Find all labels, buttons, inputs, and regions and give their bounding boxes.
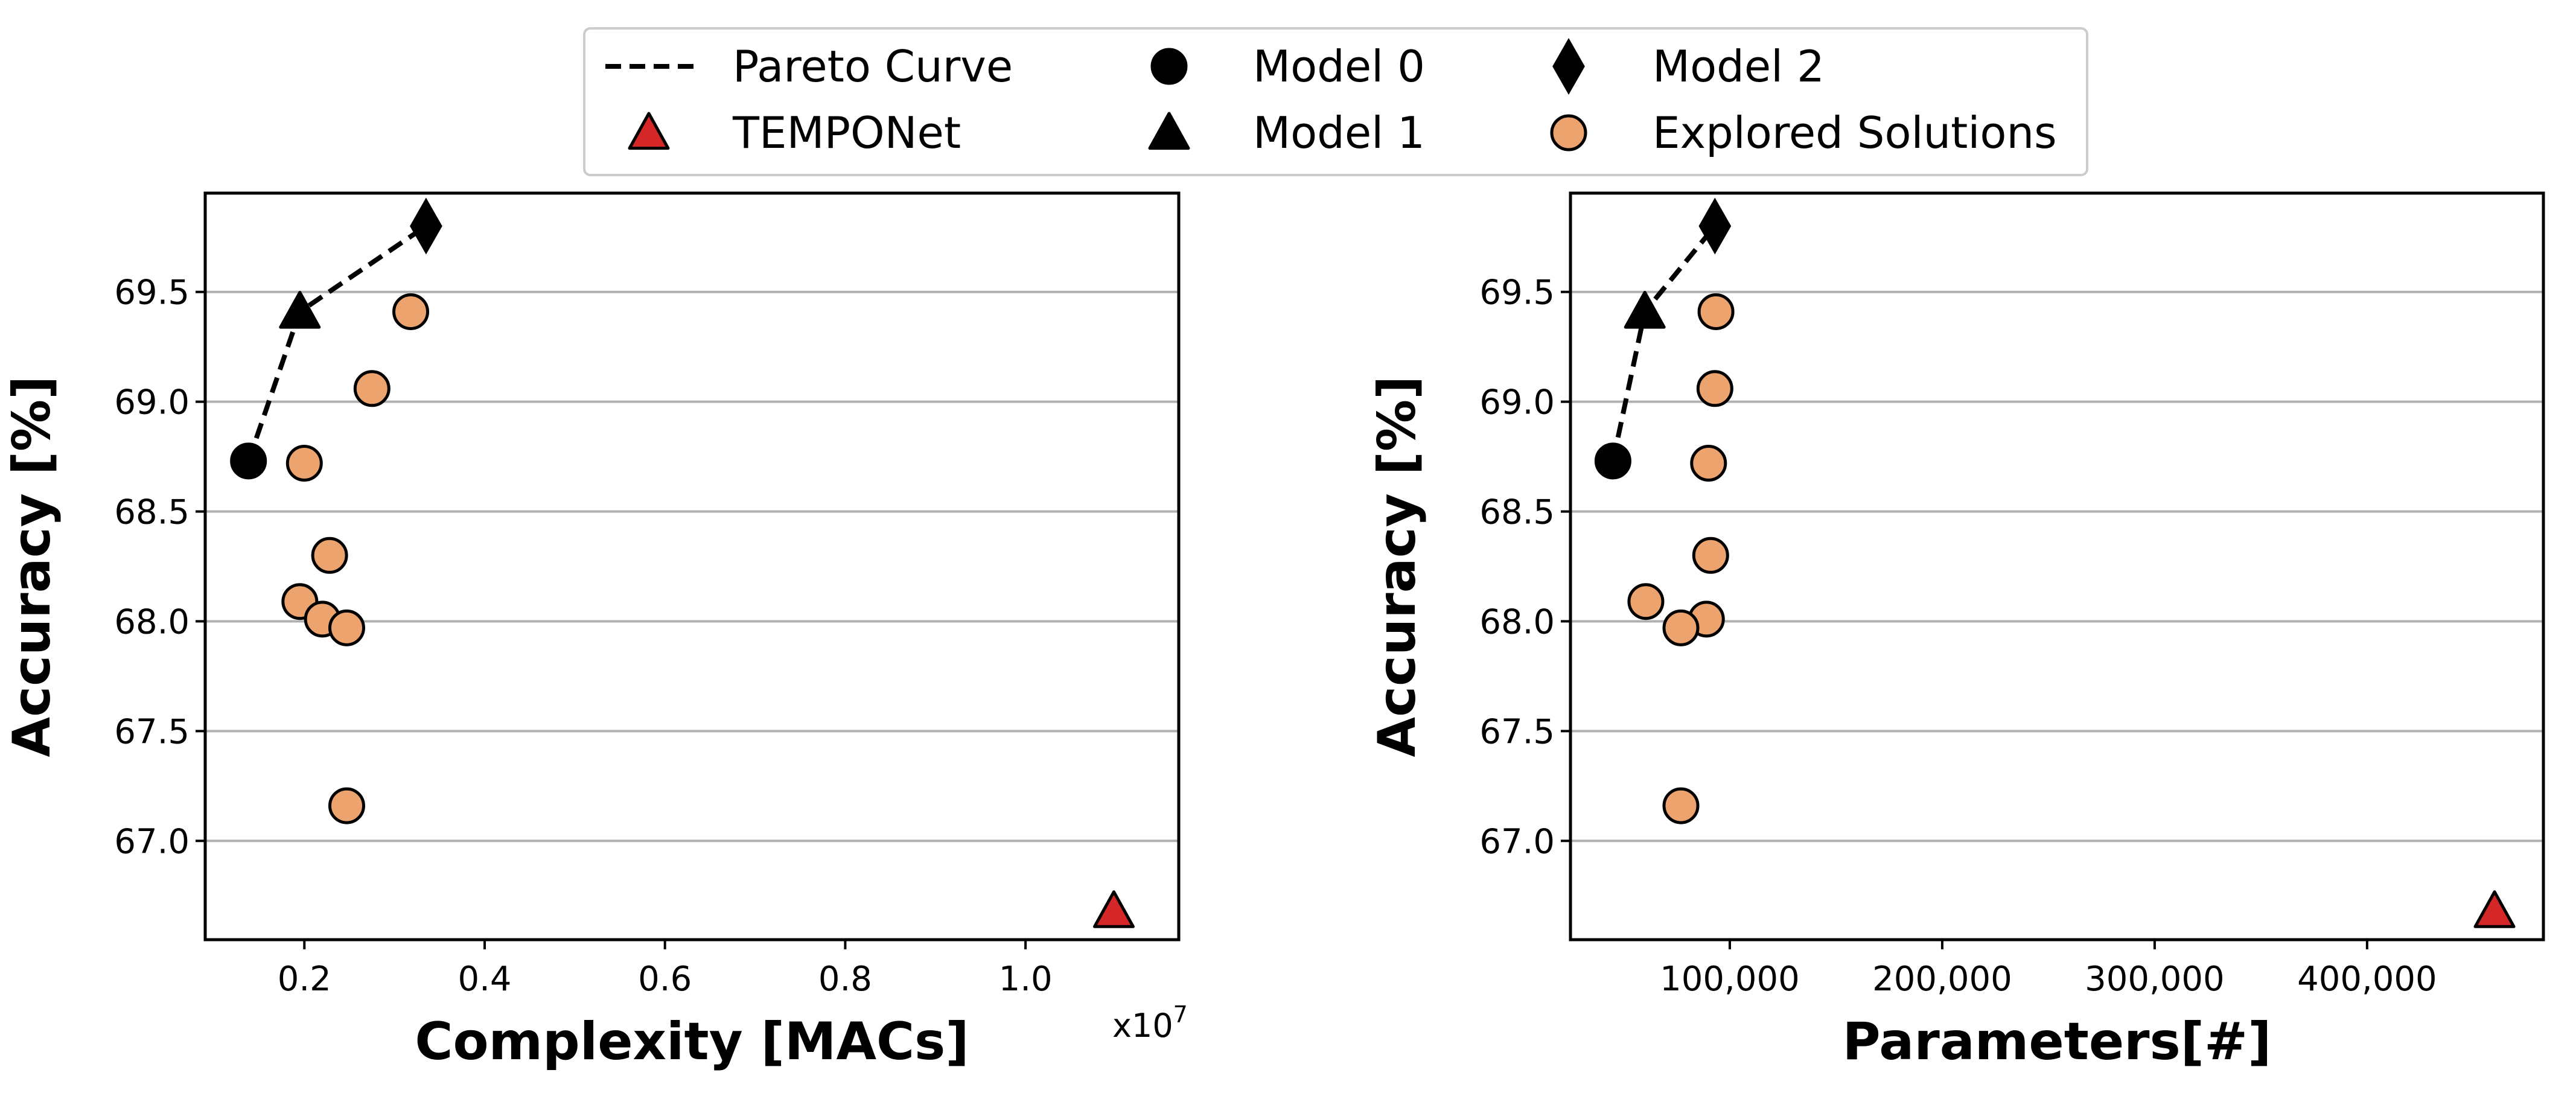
legend-marker-model-2 [1552, 37, 1585, 95]
y-tick-label: 68.5 [1479, 493, 1555, 532]
legend-label-temponet: TEMPONet [732, 107, 961, 158]
x-tick-label: 300,000 [2085, 960, 2225, 999]
plot-frame [203, 191, 1181, 941]
legend-label-model-2: Model 2 [1653, 41, 1825, 92]
explored-solutions-point [328, 787, 365, 824]
pareto-curve-line [1610, 225, 1717, 462]
explored-solutions-point [1696, 370, 1733, 407]
y-tick-label: 68.0 [1479, 602, 1555, 642]
panel-right-parameters: 67.0 67.5 68.0 68.5 69.0 69.5 100,000 200,000 30… [1367, 191, 2545, 1072]
explored-solutions-point [1662, 787, 1700, 824]
explored-solutions-point [285, 445, 323, 482]
legend: Pareto Curve TEMPONet Model 0 Model 1 Model … [583, 27, 2088, 176]
temponet-point [2473, 890, 2516, 928]
y-tick-label: 67.0 [1479, 822, 1555, 861]
legend-marker-model-0 [1150, 48, 1188, 85]
legend-label-explored-solutions: Explored Solutions [1653, 107, 2057, 158]
explored-solutions-point [1697, 293, 1735, 330]
x-axis-multiplier-exponent: 7 [1173, 1001, 1188, 1028]
explored-solutions-point [1662, 609, 1700, 646]
model-1-point [279, 290, 321, 329]
model-1-point [1624, 290, 1666, 329]
y-tick-label: 67.0 [114, 822, 190, 861]
x-tick-label: 1.0 [999, 960, 1053, 999]
temponet-point [1092, 890, 1135, 928]
x-tick-label: 100,000 [1660, 960, 1800, 999]
y-tick-label: 69.5 [114, 273, 190, 313]
x-axis-label: Parameters[#] [1843, 1012, 2272, 1072]
model-0-point [1594, 442, 1631, 480]
model-2-point [1698, 197, 1732, 255]
legend-marker-explored-solutions [1550, 114, 1587, 151]
x-tick-label: 0.6 [638, 960, 692, 999]
explored-solutions-point [1690, 445, 1727, 482]
legend-marker-model-1 [1148, 112, 1190, 150]
x-axis-label: Complexity [MACs] [415, 1012, 969, 1072]
y-axis-label: Accuracy [%] [2, 376, 62, 757]
y-tick-label: 69.0 [114, 383, 190, 422]
y-tick-label: 69.0 [1479, 383, 1555, 422]
model-2-point [410, 197, 442, 255]
explored-solutions-point [353, 370, 391, 407]
y-tick-label: 69.5 [1479, 273, 1555, 313]
legend-label-model-0: Model 0 [1253, 41, 1425, 92]
plot-frame [1569, 191, 2545, 941]
legend-marker-temponet [628, 112, 670, 150]
legend-label-model-1: Model 1 [1253, 107, 1425, 158]
explored-solutions-point [311, 537, 348, 574]
legend-label-pareto-curve: Pareto Curve [733, 41, 1013, 92]
x-tick-label: 0.2 [278, 960, 331, 999]
model-0-point [230, 442, 267, 480]
y-tick-label: 68.0 [114, 602, 190, 642]
y-tick-label: 67.5 [1479, 712, 1555, 751]
pareto-curve-line [246, 224, 428, 462]
x-tick-label: 0.4 [457, 960, 511, 999]
y-tick-label: 67.5 [114, 712, 190, 751]
legend-frame [583, 27, 2088, 176]
panel-left-complexity: 67.0 67.5 68.0 68.5 69.0 69.5 0.2 0.4 0.6 0.8 1.0 C… [2, 191, 1188, 1072]
y-tick-label: 68.5 [114, 493, 190, 532]
x-tick-label: 200,000 [1872, 960, 2012, 999]
explored-solutions-point [1692, 537, 1729, 574]
explored-solutions-point [392, 293, 430, 330]
y-axis-label: Accuracy [%] [1367, 376, 1427, 757]
x-tick-label: 0.8 [818, 960, 872, 999]
x-axis-multiplier: x107 [1112, 1001, 1188, 1045]
x-axis-multiplier-base: x10 [1112, 1007, 1173, 1045]
x-tick-label: 400,000 [2297, 960, 2437, 999]
explored-solutions-point [328, 609, 365, 646]
explored-solutions-point [1627, 583, 1665, 620]
